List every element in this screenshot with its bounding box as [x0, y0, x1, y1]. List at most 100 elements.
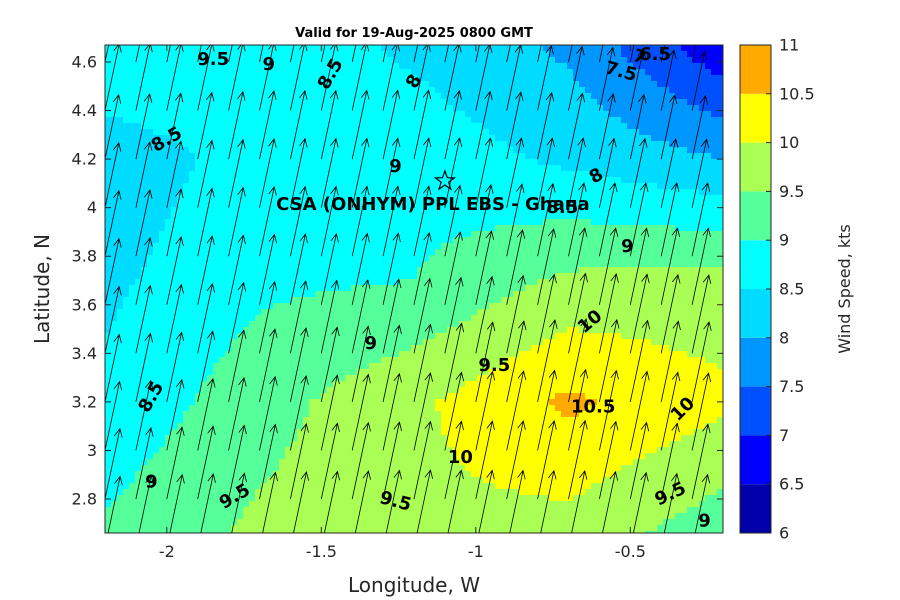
contour-cell — [165, 147, 172, 154]
contour-cell — [411, 285, 418, 292]
contour-cell — [309, 429, 316, 436]
contour-cell — [225, 87, 232, 94]
contour-cell — [381, 285, 388, 292]
contour-cell — [363, 177, 370, 184]
contour-cell — [411, 465, 418, 472]
contour-cell — [219, 153, 226, 160]
contour-cell — [195, 165, 202, 172]
contour-cell — [405, 519, 412, 526]
contour-cell — [141, 381, 148, 388]
contour-cell — [153, 351, 160, 358]
contour-cell — [351, 531, 358, 533]
contour-cell — [333, 69, 340, 76]
contour-cell — [393, 135, 400, 142]
contour-cell — [117, 237, 124, 244]
contour-cell — [369, 513, 376, 520]
contour-cell — [255, 171, 262, 178]
contour-cell — [159, 495, 166, 502]
contour-cell — [315, 381, 322, 388]
contour-cell — [417, 345, 424, 352]
contour-cell — [381, 411, 388, 418]
contour-cell — [207, 489, 214, 496]
contour-cell — [213, 117, 220, 124]
contour-cell — [111, 339, 118, 346]
contour-cell — [345, 357, 352, 364]
contour-cell — [201, 129, 208, 136]
contour-cell — [141, 297, 148, 304]
contour-cell — [387, 63, 394, 70]
contour-cell — [333, 225, 340, 232]
contour-cell — [111, 183, 118, 190]
contour-cell — [105, 207, 112, 214]
contour-cell — [147, 267, 154, 274]
contour-cell — [231, 111, 238, 118]
contour-cell — [195, 489, 202, 496]
contour-cell — [375, 273, 382, 280]
contour-cell — [243, 447, 250, 454]
contour-cell — [339, 267, 346, 274]
contour-cell — [423, 399, 430, 406]
contour-cell — [201, 393, 208, 400]
contour-cell — [339, 339, 346, 346]
contour-cell — [147, 471, 154, 478]
contour-cell — [147, 237, 154, 244]
contour-cell — [399, 381, 406, 388]
contour-cell — [447, 405, 454, 412]
contour-cell — [333, 399, 340, 406]
contour-cell — [249, 117, 256, 124]
contour-cell — [273, 291, 280, 298]
contour-cell — [423, 183, 430, 190]
contour-cell — [105, 435, 112, 442]
contour-cell — [357, 327, 364, 334]
contour-cell — [129, 183, 136, 190]
contour-cell — [339, 129, 346, 136]
contour-cell — [303, 525, 310, 532]
contour-cell — [297, 471, 304, 478]
contour-cell — [315, 315, 322, 322]
contour-cell — [405, 201, 412, 208]
contour-cell — [189, 501, 196, 508]
contour-cell — [423, 69, 430, 76]
contour-cell — [129, 75, 136, 82]
contour-cell — [459, 369, 466, 376]
contour-cell — [267, 261, 274, 268]
contour-cell — [225, 309, 232, 316]
contour-cell — [417, 405, 424, 412]
contour-cell — [357, 249, 364, 256]
contour-cell — [219, 273, 226, 280]
contour-cell — [285, 309, 292, 316]
contour-cell — [201, 183, 208, 190]
contour-cell — [249, 171, 256, 178]
contour-cell — [429, 531, 436, 533]
contour-cell — [351, 321, 358, 328]
contour-cell — [189, 225, 196, 232]
contour-cell — [267, 411, 274, 418]
contour-cell — [225, 507, 232, 514]
contour-cell — [243, 291, 250, 298]
contour-cell — [411, 87, 418, 94]
contour-cell — [159, 141, 166, 148]
contour-cell — [393, 399, 400, 406]
contour-cell — [183, 495, 190, 502]
contour-cell — [345, 51, 352, 58]
contour-cell — [117, 375, 124, 382]
contour-cell — [411, 291, 418, 298]
contour-cell — [135, 333, 142, 340]
contour-cell — [435, 219, 442, 226]
contour-cell — [141, 129, 148, 136]
contour-cell — [129, 219, 136, 226]
contour-cell — [105, 417, 112, 424]
contour-cell — [129, 123, 136, 130]
contour-cell — [459, 393, 466, 400]
contour-cell — [117, 69, 124, 76]
contour-cell — [459, 363, 466, 370]
contour-cell — [189, 399, 196, 406]
contour-cell — [303, 105, 310, 112]
contour-cell — [237, 357, 244, 364]
contour-cell — [165, 321, 172, 328]
contour-cell — [249, 93, 256, 100]
contour-cell — [435, 369, 442, 376]
contour-cell — [351, 93, 358, 100]
contour-cell — [399, 261, 406, 268]
contour-cell — [159, 435, 166, 442]
